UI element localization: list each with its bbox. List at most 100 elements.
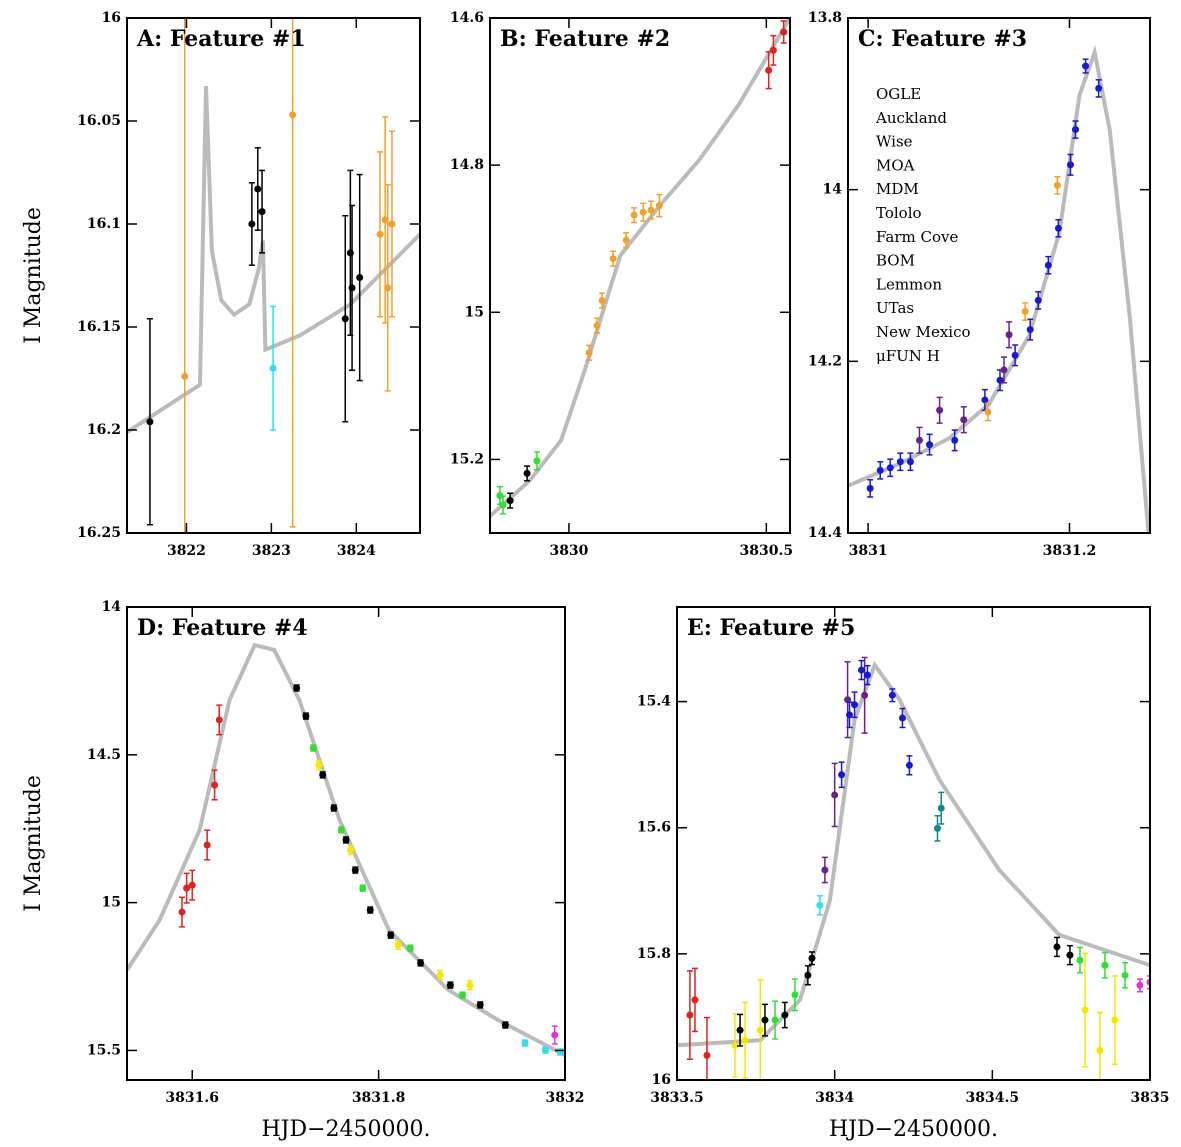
- data-point: [936, 406, 944, 414]
- data-point: [342, 836, 350, 844]
- data-point: [655, 202, 663, 210]
- panel-frame: [126, 606, 566, 1081]
- y-axis-label: I Magnitude: [21, 207, 46, 344]
- data-point: [1054, 224, 1062, 232]
- data-point: [499, 501, 507, 509]
- data-point: [394, 941, 402, 949]
- data-point: [639, 208, 647, 216]
- data-point: [1066, 951, 1074, 959]
- panel: [127, 18, 420, 533]
- data-point: [376, 230, 384, 238]
- y-tick-label: 14.2: [808, 353, 842, 369]
- panel-frame: [489, 17, 791, 534]
- x-axis-label: HJD−2450000.: [829, 1117, 998, 1142]
- data-point: [533, 457, 541, 465]
- y-tick-label: 14: [823, 182, 843, 198]
- data-point: [359, 884, 367, 892]
- legend-entry: Farm Cove: [876, 228, 958, 246]
- data-point: [1044, 261, 1052, 269]
- data-point: [476, 1001, 484, 1009]
- x-tick-label: 3822: [167, 543, 206, 559]
- panel-title: A: Feature #1: [136, 26, 306, 52]
- data-point: [905, 761, 913, 769]
- data-point: [384, 284, 392, 292]
- data-point: [523, 469, 531, 477]
- y-tick-label: 14.6: [450, 10, 484, 26]
- data-point: [183, 884, 191, 892]
- y-axis-label: I Magnitude: [21, 775, 46, 912]
- x-tick-label: 3823: [252, 543, 291, 559]
- data-point: [330, 804, 338, 812]
- y-tick-label: 16.2: [87, 422, 121, 438]
- data-point: [1011, 351, 1019, 359]
- data-point: [381, 216, 389, 224]
- y-tick-label: 15.5: [87, 1042, 121, 1058]
- legend-entry: Tololo: [876, 204, 922, 222]
- data-point: [866, 484, 874, 492]
- x-tick-label: 3835: [1131, 1090, 1170, 1106]
- x-tick-label: 3833.5: [650, 1090, 704, 1106]
- data-point: [356, 274, 364, 282]
- data-point: [1072, 126, 1080, 134]
- data-point: [556, 1048, 564, 1056]
- y-tick-label: 16.05: [77, 113, 121, 129]
- data-point: [337, 826, 345, 834]
- data-point: [915, 436, 923, 444]
- x-tick-label: 3831: [849, 543, 888, 559]
- data-point: [1101, 961, 1109, 969]
- data-point: [622, 236, 630, 244]
- data-point: [1121, 971, 1129, 979]
- data-point: [791, 991, 799, 999]
- data-point: [289, 111, 297, 119]
- data-point: [302, 712, 310, 720]
- data-point: [1136, 981, 1144, 989]
- data-point: [1082, 62, 1090, 70]
- data-point: [388, 220, 396, 228]
- data-point: [1021, 308, 1029, 316]
- data-point: [1005, 331, 1013, 339]
- data-point: [741, 1036, 749, 1044]
- data-point: [781, 1011, 789, 1019]
- legend-entry: OGLE: [876, 85, 921, 103]
- y-tick-label: 16.1: [87, 216, 121, 232]
- data-point: [816, 901, 824, 909]
- data-point: [347, 846, 355, 854]
- data-point: [831, 791, 839, 799]
- data-point: [769, 46, 777, 54]
- panel-frame: [126, 17, 421, 534]
- panel: [677, 656, 1150, 1080]
- data-point: [937, 804, 945, 812]
- data-point: [258, 208, 266, 216]
- data-point: [906, 458, 914, 466]
- data-point: [926, 441, 934, 449]
- data-point: [1053, 943, 1061, 951]
- data-point: [446, 981, 454, 989]
- data-point: [804, 971, 812, 979]
- data-point: [541, 1046, 549, 1054]
- x-tick-label: 3834.5: [966, 1090, 1020, 1106]
- y-tick-label: 15.4: [637, 694, 671, 710]
- data-point: [387, 931, 395, 939]
- x-tick-label: 3830: [549, 543, 588, 559]
- data-point: [269, 364, 277, 372]
- data-point: [211, 781, 219, 789]
- data-point: [984, 408, 992, 416]
- y-tick-label: 15.2: [450, 451, 484, 467]
- y-tick-label: 16: [102, 10, 121, 26]
- model-curve: [490, 18, 790, 518]
- data-point: [691, 996, 699, 1004]
- y-tick-label: 13.8: [808, 10, 842, 26]
- data-point: [1076, 956, 1084, 964]
- error-bar: [1147, 975, 1150, 990]
- data-point: [254, 185, 262, 193]
- data-point: [341, 315, 349, 323]
- y-tick-label: 15.6: [637, 820, 671, 836]
- data-point: [630, 211, 638, 219]
- data-point: [598, 297, 606, 305]
- x-tick-label: 3832: [546, 1090, 585, 1106]
- data-point: [1066, 161, 1074, 169]
- y-tick-label: 15.8: [637, 946, 671, 962]
- data-point: [146, 418, 154, 426]
- data-point: [1053, 181, 1061, 189]
- x-tick-label: 3831.8: [352, 1090, 406, 1106]
